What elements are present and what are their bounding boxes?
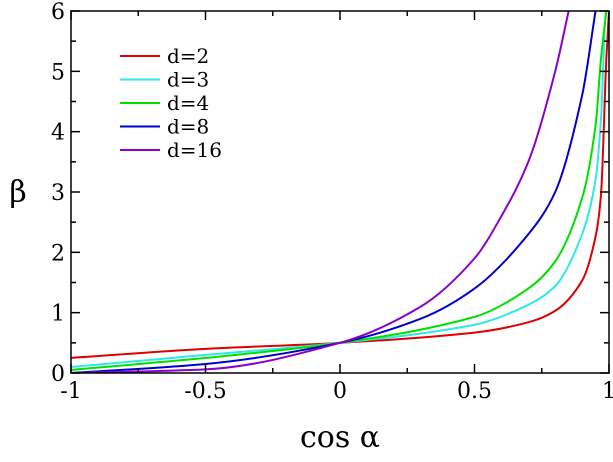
y-axis-title: β	[9, 175, 26, 210]
y-tick-label: 5	[51, 60, 65, 85]
legend-label: d=4	[167, 91, 209, 115]
x-tick-label: -0.5	[184, 379, 226, 404]
x-tick-label: 0.5	[457, 379, 492, 404]
legend-label: d=2	[167, 44, 209, 68]
y-tick-label: 0	[51, 362, 65, 387]
y-tick-label: 4	[51, 121, 65, 146]
legend-label: d=3	[167, 68, 209, 92]
y-tick-label: 2	[51, 241, 65, 266]
x-axis-title: cos α	[300, 420, 380, 455]
x-tick-label: 0	[333, 379, 347, 404]
series-line-d=4	[71, 11, 608, 371]
series-line-d=2	[71, 11, 609, 359]
x-tick-label: -1	[60, 379, 81, 404]
plot-frame	[70, 10, 610, 374]
legend-label: d=8	[167, 115, 209, 139]
series-line-d=3	[71, 11, 609, 368]
series-line-d=8	[71, 11, 597, 373]
series-line-d=16	[71, 11, 570, 373]
x-tick-label: 1	[602, 379, 613, 404]
legend-label: d=16	[167, 138, 222, 162]
series-layer	[71, 11, 609, 373]
legend: d=2d=3d=4d=8d=16	[120, 44, 222, 162]
y-tick-label: 3	[51, 181, 65, 206]
y-tick-label: 1	[51, 302, 65, 327]
ticks-layer: -1 -0.5 0 0.5 1 0 1 2 3 4 5 6	[51, 0, 613, 404]
y-tick-label: 6	[51, 0, 65, 25]
